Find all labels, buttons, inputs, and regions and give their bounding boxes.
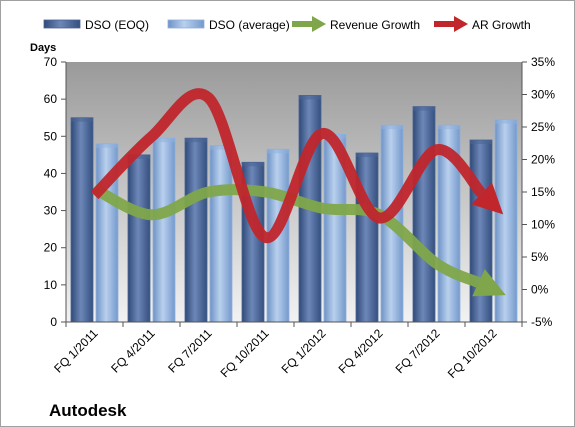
legend: DSO (EOQ) DSO (average) Revenue Growth AR G… <box>43 16 531 32</box>
arrowhead-ar-growth <box>471 182 504 215</box>
y2-tick-label-4: 15% <box>531 185 555 199</box>
bar-top-dso-eoq-5 <box>356 153 378 157</box>
bar-top-dso-average-6 <box>438 125 460 130</box>
bar-top-dso-eoq-7 <box>470 140 492 144</box>
bar-dso-eoq-6 <box>412 106 436 323</box>
bar-top-dso-eoq-6 <box>413 106 435 111</box>
y2-tick-label-5: 20% <box>531 153 555 167</box>
bar-top-dso-eoq-4 <box>299 95 321 100</box>
legend-label-revenue-growth: Revenue Growth <box>330 18 420 32</box>
y2-tick-label-6: 25% <box>531 120 555 134</box>
legend-label-dso-average-: DSO (average) <box>209 18 290 32</box>
bar-top-dso-eoq-1 <box>128 154 150 159</box>
bar-dso-eoq-0 <box>70 117 94 323</box>
y-tick-label-1: 10 <box>44 278 58 292</box>
bar-top-dso-average-7 <box>495 119 517 124</box>
bar-dso-eoq-5 <box>355 152 379 323</box>
bar-top-dso-average-2 <box>210 145 232 150</box>
y-tick-label-4: 40 <box>44 166 58 180</box>
y2-tick-label-3: 10% <box>531 218 555 232</box>
legend-arrow-ar-growth <box>454 16 468 32</box>
bar-top-dso-average-3 <box>267 149 289 154</box>
y2-tick-label-0: -5% <box>531 315 553 329</box>
bar-top-dso-average-5 <box>381 125 403 130</box>
y-tick-label-2: 20 <box>44 241 58 255</box>
y-tick-label-6: 60 <box>44 92 58 106</box>
growth-lines <box>90 88 506 297</box>
legend-swatch-dso-average- <box>167 19 205 29</box>
y2-tick-label-2: 5% <box>531 250 549 264</box>
y-tick-label-5: 50 <box>44 129 58 143</box>
y-axis-title: Days <box>30 42 56 54</box>
bar-dso-eoq-2 <box>184 137 208 323</box>
bar-top-dso-eoq-2 <box>185 138 207 143</box>
legend-arrow-revenue-growth <box>312 16 326 32</box>
arrowhead-revenue-growth <box>472 269 506 297</box>
y-tick-label-7: 70 <box>44 55 58 69</box>
y-tick-label-3: 30 <box>44 204 58 218</box>
bar-dso-average-2 <box>209 145 233 323</box>
bar-dso-eoq-1 <box>127 154 151 323</box>
legend-label-dso-eoq-: DSO (EOQ) <box>85 18 149 32</box>
legend-label-ar-growth: AR Growth <box>472 18 531 32</box>
bar-top-dso-average-0 <box>96 143 118 148</box>
company-name: Autodesk <box>49 401 127 420</box>
bar-top-dso-average-1 <box>153 138 175 143</box>
bar-top-dso-eoq-3 <box>242 162 264 167</box>
y2-tick-label-7: 30% <box>531 88 555 102</box>
y2-tick-label-1: 0% <box>531 283 549 297</box>
y-tick-label-0: 0 <box>50 315 57 329</box>
bar-top-dso-eoq-0 <box>71 117 93 122</box>
legend-swatch-dso-eoq- <box>43 19 81 29</box>
line-ar-growth <box>90 88 486 243</box>
axes <box>61 61 527 327</box>
y2-tick-label-8: 35% <box>531 55 555 69</box>
bar-dso-average-1 <box>152 137 176 323</box>
